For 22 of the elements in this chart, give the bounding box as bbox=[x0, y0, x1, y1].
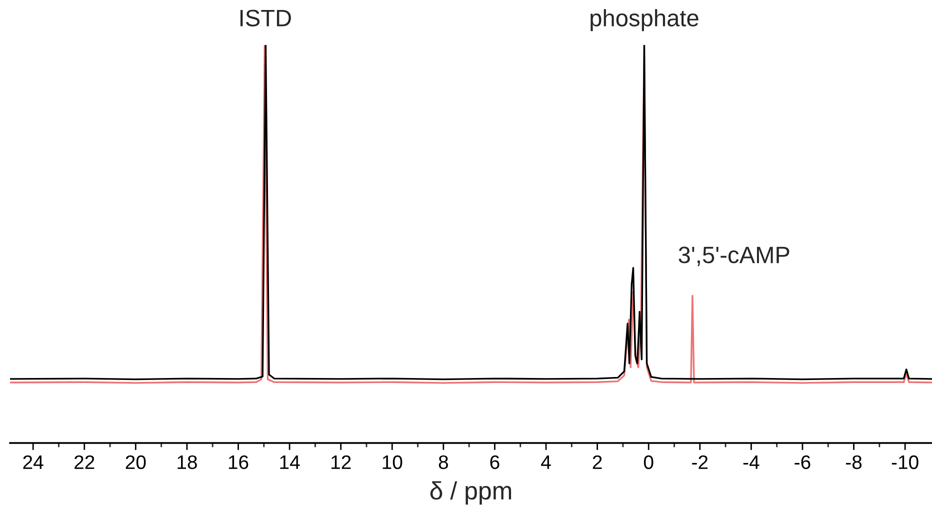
x-tick-label: 20 bbox=[126, 455, 146, 470]
x-tick-label: 6 bbox=[490, 455, 500, 470]
x-tick-label: 14 bbox=[280, 456, 300, 469]
x-tick-label: 12 bbox=[332, 455, 351, 469]
x-tick-label: -6 bbox=[794, 455, 810, 470]
x-tick-label: 18 bbox=[178, 455, 197, 470]
x-tick-label: 0 bbox=[644, 455, 654, 470]
x-tick-label: -8 bbox=[846, 455, 862, 470]
x-tick-label: 22 bbox=[74, 455, 94, 469]
x-tick-label: 8 bbox=[438, 455, 448, 470]
x-tick-label: -10 bbox=[892, 455, 918, 470]
x-tick-label: -4 bbox=[743, 456, 760, 469]
x-tick-label: 24 bbox=[23, 455, 44, 469]
annotation: ISTD bbox=[240, 10, 291, 26]
x-tick-label: 10 bbox=[382, 455, 402, 470]
x-tick-label: 16 bbox=[228, 455, 248, 470]
annotation: 3',5'-cAMP bbox=[678, 246, 790, 266]
x-axis-title: δ / ppm bbox=[430, 481, 512, 505]
annotation: phosphate bbox=[590, 9, 698, 32]
x-tick-label: 2 bbox=[592, 455, 602, 469]
x-tick-label: -2 bbox=[692, 455, 708, 469]
x-tick-label: 4 bbox=[541, 456, 551, 469]
